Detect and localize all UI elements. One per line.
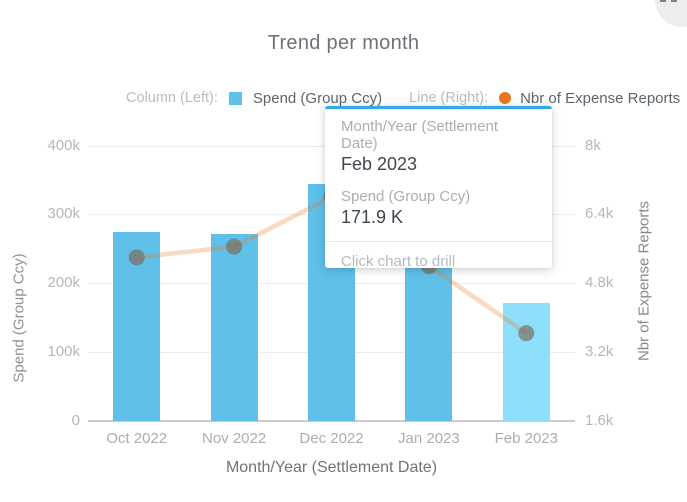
right-axis-tick-label: 8k xyxy=(585,136,601,154)
tooltip-accent-bar xyxy=(325,106,552,109)
chart-title: Trend per month xyxy=(267,32,420,54)
tooltip-measure-value: 171.9 K xyxy=(341,207,404,227)
right-axis-tick-label: 3.2k xyxy=(585,343,614,361)
tooltip-measure-label: Spend (Group Ccy) xyxy=(341,188,471,205)
tooltip-dimension-label: Month/Year (Settlement Date) xyxy=(341,118,499,152)
legend-column-key: Column (Left): xyxy=(126,90,218,106)
chart-tooltip: Month/Year (Settlement Date) Feb 2023 Sp… xyxy=(325,106,552,270)
left-axis-title: Spend (Group Ccy) xyxy=(10,253,28,383)
x-axis-title: Month/Year (Settlement Date) xyxy=(225,459,438,476)
x-axis-label-dec-2022: Dec 2022 xyxy=(299,430,364,447)
more-actions-icon xyxy=(660,0,666,2)
more-actions-icon xyxy=(671,0,677,2)
right-axis-tick-label: 1.6k xyxy=(585,412,614,429)
right-axis-tick-label: 4.8k xyxy=(585,274,614,292)
tooltip-drill-hint: Click chart to drill xyxy=(341,253,456,270)
tooltip-divider xyxy=(325,241,552,242)
left-axis-tick-label: 400k xyxy=(47,136,80,154)
left-axis-tick-label: 100k xyxy=(47,343,80,361)
left-axis-tick-label: 200k xyxy=(47,274,80,292)
left-axis-tick-label: 300k xyxy=(47,205,80,223)
column-swatch-icon xyxy=(228,91,242,105)
left-axis-tick-label: 0 xyxy=(71,412,80,429)
bar-feb-2023[interactable] xyxy=(502,302,550,421)
chart-legend: Column (Left): Spend (Group Ccy) Line (R… xyxy=(126,89,680,107)
tooltip-dimension-value: Feb 2023 xyxy=(341,154,418,174)
x-axis-label-oct-2022: Oct 2022 xyxy=(106,430,168,447)
gridline xyxy=(88,420,575,422)
bar-oct-2022[interactable] xyxy=(113,232,161,421)
legend-line-key: Line (Right): xyxy=(409,90,489,106)
bar-nov-2022[interactable] xyxy=(210,234,258,421)
x-axis-label-jan-2023: Jan 2023 xyxy=(398,430,460,447)
legend-column-series[interactable]: Spend (Group Ccy) xyxy=(252,89,383,107)
line-dot-icon xyxy=(499,92,512,104)
legend-line-series[interactable]: Nbr of Expense Reports xyxy=(520,89,681,107)
right-axis-tick-label: 6.4k xyxy=(585,205,614,223)
more-actions-button[interactable] xyxy=(655,0,687,27)
x-axis-label-nov-2022: Nov 2022 xyxy=(201,430,267,447)
x-axis-label-feb-2023: Feb 2023 xyxy=(494,430,558,447)
